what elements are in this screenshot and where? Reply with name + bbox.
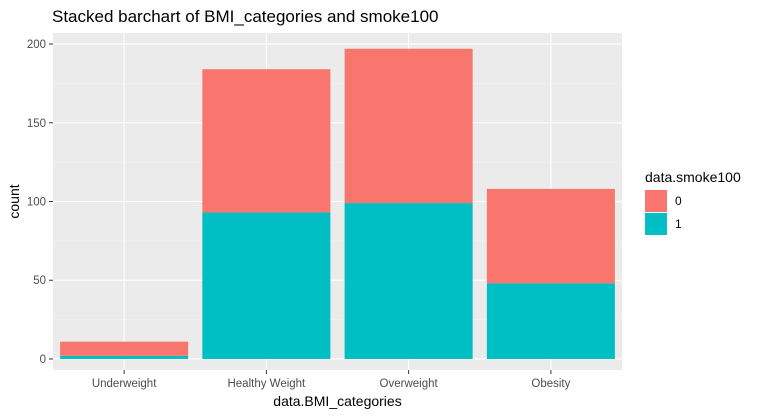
y-tick-label: 100 [27, 197, 46, 209]
legend-title: data.smoke100 [645, 169, 741, 185]
bar-segment-0-healthy-weight [202, 69, 331, 213]
bar-segment-0-overweight [344, 48, 473, 204]
legend-label-0: 0 [675, 194, 682, 208]
bar-segment-1-overweight [344, 203, 473, 359]
x-tick-label: Overweight [380, 378, 439, 390]
chart-title: Stacked barchart of BMI_categories and s… [52, 7, 439, 26]
y-tick-label: 0 [40, 354, 46, 366]
legend: data.smoke100 0 1 [645, 169, 741, 235]
legend-key-1 [645, 213, 667, 235]
bar-segment-1-underweight [60, 355, 189, 359]
y-tick-label: 50 [33, 275, 46, 287]
y-axis-title: count [6, 184, 22, 218]
x-tick-label: Obesity [531, 378, 570, 390]
bar-segment-0-underweight [60, 341, 189, 356]
x-axis-title: data.BMI_categories [273, 393, 401, 409]
bars [60, 48, 615, 359]
bar-segment-0-obesity [486, 188, 615, 284]
x-tick-label: Underweight [92, 378, 157, 390]
bar-segment-1-healthy-weight [202, 212, 331, 359]
y-tick-label: 200 [27, 39, 46, 51]
y-axis: 0 50 100 150 200 [27, 39, 53, 366]
x-axis: Underweight Healthy Weight Overweight Obesi… [92, 370, 571, 390]
legend-key-0 [645, 190, 667, 212]
x-tick-label: Healthy Weight [227, 378, 306, 390]
bar-segment-1-obesity [486, 283, 615, 359]
y-tick-label: 150 [27, 118, 46, 130]
legend-label-1: 1 [675, 217, 682, 231]
